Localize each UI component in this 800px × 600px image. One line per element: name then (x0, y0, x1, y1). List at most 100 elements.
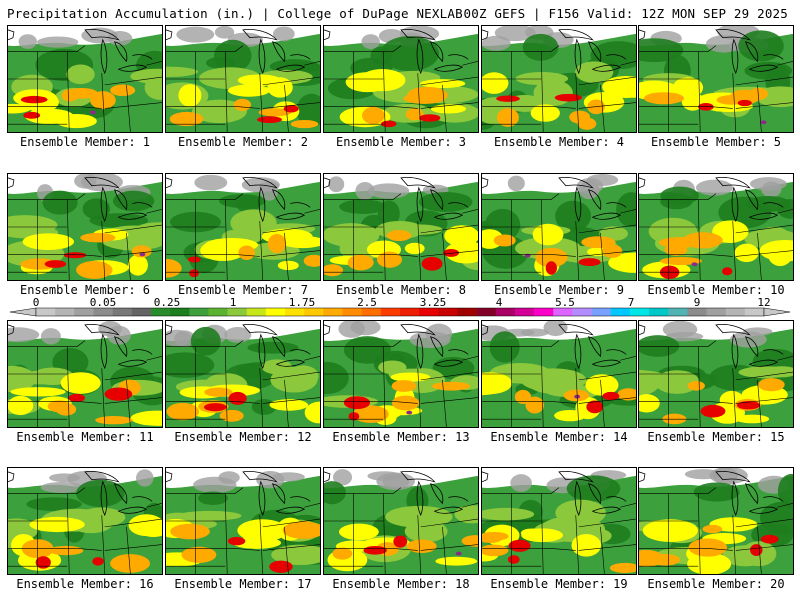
ensemble-member-panel (638, 320, 794, 428)
colorbar-segment (629, 308, 650, 316)
colorbar-segment (706, 308, 726, 316)
ensemble-member-label: Ensemble Member: 6 (19, 283, 151, 297)
colorbar-segment (93, 308, 113, 316)
colorbar-max-arrow (763, 307, 791, 317)
ensemble-member-label: Ensemble Member: 14 (490, 430, 628, 444)
precipitation-map (7, 173, 163, 281)
ensemble-member-label: Ensemble Member: 5 (650, 135, 782, 149)
precipitation-map (638, 25, 794, 133)
ensemble-member-label: Ensemble Member: 7 (177, 283, 309, 297)
colorbar-segment (534, 308, 554, 316)
colorbar-tick-label: 4 (495, 296, 503, 309)
ensemble-member-panel (7, 25, 163, 133)
colorbar-tick-label: 1 (229, 296, 237, 309)
ensemble-member-label: Ensemble Member: 20 (647, 577, 785, 591)
ensemble-member-label: Ensemble Member: 3 (335, 135, 467, 149)
colorbar-segment (36, 308, 56, 316)
colorbar-min-arrow (9, 307, 37, 317)
ensemble-member-panel (481, 173, 637, 281)
colorbar-segment (304, 308, 324, 316)
colorbar-segment (553, 308, 573, 316)
precipitation-map (323, 467, 479, 575)
colorbar-tick-label: 0.25 (153, 296, 181, 309)
ensemble-member-panel (323, 173, 479, 281)
ensemble-member-panel (323, 25, 479, 133)
precipitation-map (323, 320, 479, 428)
precipitation-map (165, 25, 321, 133)
colorbar-tick-label: 0 (32, 296, 40, 309)
ensemble-member-label: Ensemble Member: 11 (16, 430, 154, 444)
ensemble-member-panel (638, 467, 794, 575)
model-valid-time: 00Z GEFS | F156 Valid: 12Z MON SEP 29 20… (463, 6, 788, 21)
colorbar-segment (687, 308, 707, 316)
chart-title: Precipitation Accumulation (in.) | Colle… (7, 6, 463, 21)
colorbar-segment (744, 308, 765, 316)
ensemble-member-label: Ensemble Member: 12 (174, 430, 312, 444)
ensemble-member-panel (323, 467, 479, 575)
ensemble-member-panel (7, 173, 163, 281)
colorbar-tick-label: 0.05 (89, 296, 117, 309)
colorbar-segment (170, 308, 190, 316)
ensemble-member-label: Ensemble Member: 15 (647, 430, 785, 444)
colorbar-segment (342, 308, 362, 316)
precipitation-map (481, 173, 637, 281)
colorbar-segment (55, 308, 75, 316)
colorbar-tick-label: 9 (693, 296, 701, 309)
colorbar-segment (265, 308, 286, 316)
precipitation-map (7, 320, 163, 428)
colorbar-segment (419, 308, 439, 316)
colorbar-segment (131, 308, 152, 316)
precipitation-map (638, 320, 794, 428)
colorbar-segment (514, 308, 535, 316)
colorbar-segment (189, 308, 209, 316)
ensemble-member-panel (638, 25, 794, 133)
ensemble-member-label: Ensemble Member: 1 (19, 135, 151, 149)
colorbar-tick-label: 2.5 (357, 296, 377, 309)
ensemble-member-panel (323, 320, 479, 428)
colorbar-segment (361, 308, 382, 316)
colorbar-segment (150, 308, 171, 316)
precipitation-map (165, 173, 321, 281)
precipitation-map (165, 467, 321, 575)
colorbar-segment (668, 308, 688, 316)
ensemble-member-panel (165, 467, 321, 575)
ensemble-member-label: Ensemble Member: 8 (335, 283, 467, 297)
ensemble-member-label: Ensemble Member: 2 (177, 135, 309, 149)
ensemble-member-label: Ensemble Member: 10 (647, 283, 785, 297)
precipitation-map (7, 25, 163, 133)
colorbar-tick-label: 12 (757, 296, 771, 309)
colorbar-segment (476, 308, 497, 316)
colorbar-segment (285, 308, 305, 316)
ensemble-member-panel (7, 320, 163, 428)
colorbar-segment (112, 308, 133, 316)
ensemble-member-label: Ensemble Member: 9 (493, 283, 625, 297)
colorbar-tick-label: 1.75 (288, 296, 316, 309)
colorbar-segment (725, 308, 746, 316)
colorbar-tick-label: 5.5 (555, 296, 575, 309)
ensemble-member-label: Ensemble Member: 19 (490, 577, 628, 591)
ensemble-member-panel (165, 320, 321, 428)
colorbar-segment (610, 308, 631, 316)
ensemble-member-panel (7, 467, 163, 575)
ensemble-member-label: Ensemble Member: 16 (16, 577, 154, 591)
colorbar-tick-label: 3.25 (419, 296, 447, 309)
ensemble-member-panel (165, 173, 321, 281)
colorbar-segment (74, 308, 94, 316)
ensemble-member-panel (481, 320, 637, 428)
colorbar-segment (227, 308, 248, 316)
colorbar-segment (323, 308, 343, 316)
colorbar-segment (591, 308, 612, 316)
ensemble-member-label: Ensemble Member: 4 (493, 135, 625, 149)
ensemble-member-panel (638, 173, 794, 281)
colorbar-segment (438, 308, 458, 316)
colorbar-segment (400, 308, 420, 316)
colorbar-segment (495, 308, 516, 316)
colorbar-segment (649, 308, 669, 316)
colorbar-segment (246, 308, 267, 316)
precipitation-map (481, 25, 637, 133)
precipitation-map (481, 467, 637, 575)
colorbar-segment (572, 308, 592, 316)
precipitation-colorbar (9, 307, 791, 317)
ensemble-member-panel (165, 25, 321, 133)
colorbar-tick-label: 7 (627, 296, 635, 309)
